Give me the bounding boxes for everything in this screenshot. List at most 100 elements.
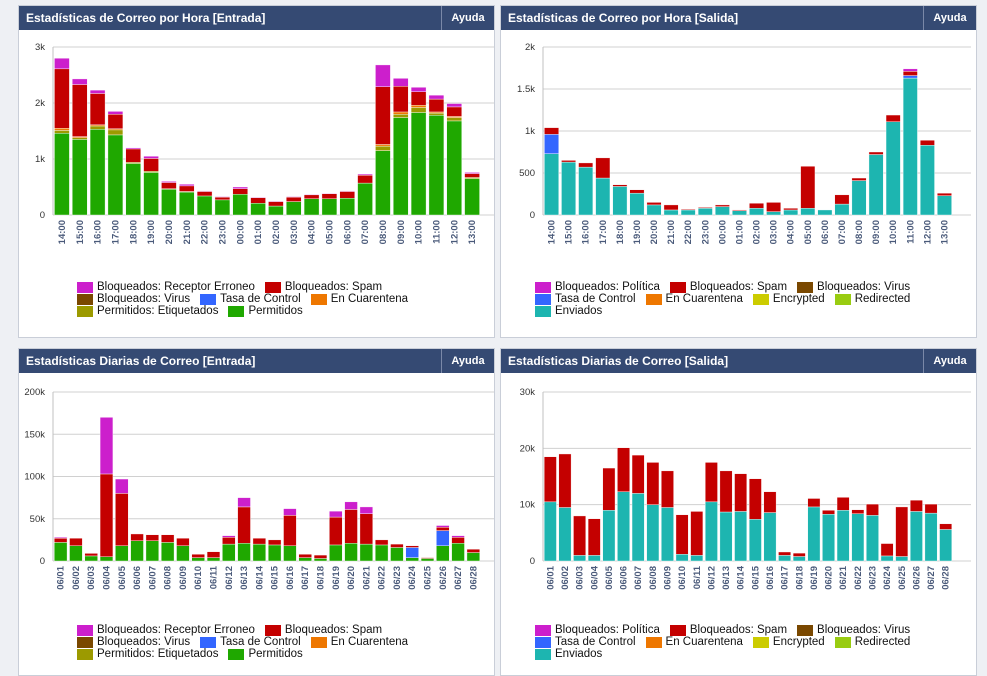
bar-segment <box>868 151 884 155</box>
legend-label: Bloqueados: Virus <box>97 293 191 305</box>
x-tick-label: 15:00 <box>564 220 575 244</box>
legend-label: Bloqueados: Receptor Erroneo <box>97 281 255 293</box>
bar-segment <box>675 514 689 555</box>
bar-segment <box>375 539 389 546</box>
bar-segment <box>714 204 730 207</box>
bar-segment <box>895 556 909 562</box>
x-tick-label: 06/10 <box>677 566 688 590</box>
chart: 0 1k 2k 3k 14:00 15:00 16:00 17:00 18:00 19:00 20:… <box>35 42 494 244</box>
bar-segment <box>880 555 894 562</box>
legend-swatch <box>535 648 551 660</box>
bar-segment <box>339 191 355 199</box>
bar-segment <box>196 195 213 216</box>
legend-swatch <box>535 305 551 317</box>
x-tick-label: 06/03 <box>86 566 97 590</box>
x-tick-label: 02:00 <box>271 220 282 244</box>
x-tick-label: 06/24 <box>407 565 418 589</box>
bar-segment <box>375 150 391 216</box>
bar-segment <box>544 153 559 216</box>
bar-segment <box>339 190 355 192</box>
chart-panel: Estadísticas Diarias de Correo [Salida] A… <box>500 348 977 676</box>
legend-label: Tasa de Control <box>555 636 636 648</box>
help-button[interactable]: Ayuda <box>441 349 494 373</box>
x-tick-label: 05:00 <box>324 220 335 244</box>
bar-segment <box>359 543 373 562</box>
legend-label: Permitidos <box>248 305 303 317</box>
bar-segment <box>286 196 302 198</box>
bar-segment <box>54 537 68 543</box>
legend: Bloqueados: Receptor Erroneo Bloqueados: … <box>77 624 457 660</box>
bar-segment <box>902 71 918 76</box>
bar-segment <box>902 68 918 72</box>
bar-segment <box>252 537 266 545</box>
bar-segment <box>675 554 689 562</box>
bar-segment <box>451 543 465 562</box>
bar-segment <box>393 113 409 118</box>
help-button[interactable]: Ayuda <box>923 6 976 30</box>
x-tick-label: 11:00 <box>431 220 442 244</box>
bar-segment <box>778 555 791 562</box>
x-tick-label: 06/15 <box>750 565 761 589</box>
bar-segment <box>222 535 236 538</box>
bar-segment <box>466 548 480 553</box>
bar-segment <box>130 533 144 541</box>
y-tick-label: 50k <box>30 514 46 525</box>
legend-item: Permitidos: Etiquetados <box>77 305 218 317</box>
legend-label: Enviados <box>555 305 603 317</box>
bar-segment <box>125 163 141 216</box>
bar-segment <box>250 196 266 198</box>
legend-label: Bloqueados: Virus <box>817 281 911 293</box>
bar-segment <box>303 198 320 216</box>
bar-segment <box>393 86 409 113</box>
legend-item: Bloqueados: Política <box>535 624 660 636</box>
chart-panel: Estadísticas Diarias de Correo [Entrada]… <box>18 348 495 676</box>
x-tick-label: 12:00 <box>449 220 460 244</box>
bar-segment <box>250 203 266 216</box>
help-button[interactable]: Ayuda <box>441 6 494 30</box>
x-tick-label: 06/06 <box>619 566 630 590</box>
bar-segment <box>232 188 248 195</box>
bar-segment <box>107 113 124 129</box>
legend: Bloqueados: Política Bloqueados: Spam Bloq… <box>535 281 955 317</box>
legend-item: Encrypted <box>752 636 825 648</box>
bar-segment <box>268 205 284 216</box>
bar-segment <box>161 189 177 216</box>
bar-segment <box>321 198 338 216</box>
y-tick-label: 30k <box>520 387 536 398</box>
bar-segment <box>191 557 205 562</box>
bar-segment <box>544 134 559 154</box>
bar-segment <box>464 173 480 178</box>
bar-segment <box>89 125 106 130</box>
x-tick-label: 21:00 <box>666 220 677 244</box>
bar-segment <box>446 103 462 108</box>
bar-segment <box>822 510 835 515</box>
x-tick-label: 06/05 <box>604 565 615 589</box>
bar-segment <box>428 98 445 113</box>
bar-segment <box>895 506 909 557</box>
legend-item: Bloqueados: Spam <box>264 281 382 293</box>
legend-label: En Cuarentena <box>665 636 743 648</box>
panel-title: Estadísticas de Correo por Hora [Salida] <box>508 11 739 25</box>
x-tick-label: 09:00 <box>871 220 882 244</box>
bar-segment <box>464 172 480 174</box>
legend-label: Bloqueados: Receptor Erroneo <box>97 624 255 636</box>
x-tick-label: 06/18 <box>316 566 327 590</box>
legend-item: Bloqueados: Spam <box>264 624 382 636</box>
bar-segment <box>885 121 901 216</box>
bar-segment <box>176 545 190 562</box>
bar-segment <box>680 209 696 216</box>
bar-segment <box>268 544 282 562</box>
bar-segment <box>329 544 343 562</box>
legend-item: En Cuarentena <box>310 636 408 648</box>
y-tick-label: 0 <box>40 210 45 221</box>
legend-swatch <box>310 293 327 305</box>
bar-segment <box>222 537 236 545</box>
bar-segment <box>661 470 674 508</box>
help-button[interactable]: Ayuda <box>923 349 976 373</box>
bar-segment <box>237 543 251 562</box>
bar-segment <box>587 518 601 556</box>
x-tick-label: 06/01 <box>56 565 67 589</box>
x-tick-label: 23:00 <box>700 220 711 244</box>
legend-label: Permitidos <box>248 648 303 660</box>
